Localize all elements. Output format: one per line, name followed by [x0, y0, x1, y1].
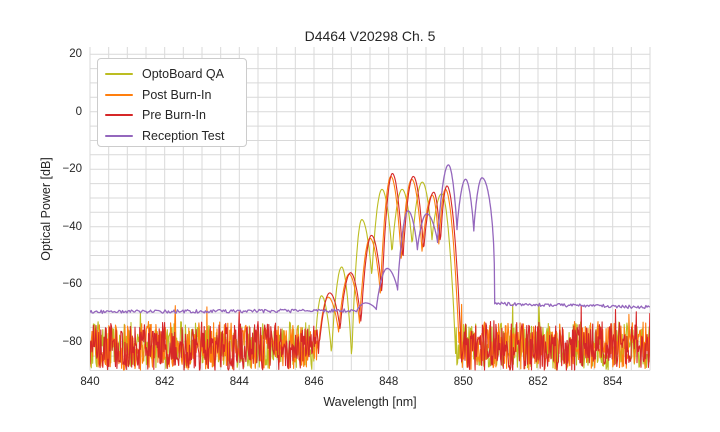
x-tick-label: 852	[528, 376, 548, 388]
legend-label: Pre Burn-In	[142, 108, 206, 123]
y-tick-label: 0	[75, 105, 82, 118]
legend-line-icon	[105, 93, 133, 96]
x-tick-label: 848	[379, 376, 399, 388]
legend-item-post-burn-in: Post Burn-In	[105, 85, 246, 106]
x-axis-label: Wavelength [nm]	[323, 395, 417, 409]
x-tick-label: 842	[155, 376, 175, 388]
legend-item-reception-test: Reception Test	[105, 126, 246, 147]
x-tick-label: 846	[304, 376, 324, 388]
legend-item-optoboard-qa: OptoBoard QA	[105, 64, 246, 85]
y-tick-label: −60	[62, 278, 82, 291]
x-tick-label: 854	[603, 376, 623, 388]
legend-item-pre-burn-in: Pre Burn-In	[105, 105, 246, 126]
x-tick-label: 844	[229, 376, 249, 388]
y-tick-label: −40	[62, 220, 82, 233]
y-tick-label: 20	[69, 48, 82, 61]
legend-label: Reception Test	[142, 128, 225, 143]
legend-line-icon	[105, 73, 133, 76]
x-tick-label: 840	[80, 376, 100, 388]
chart-title: D4464 V20298 Ch. 5	[304, 28, 436, 44]
x-tick-label: 850	[453, 376, 473, 388]
legend-label: Post Burn-In	[142, 87, 212, 102]
legend-label: OptoBoard QA	[142, 67, 224, 82]
legend: OptoBoard QA Post Burn-In Pre Burn-In Re…	[97, 58, 247, 147]
y-tick-label: −20	[62, 163, 82, 176]
legend-line-icon	[105, 114, 133, 117]
legend-line-icon	[105, 134, 133, 137]
y-tick-label: −80	[62, 335, 82, 348]
